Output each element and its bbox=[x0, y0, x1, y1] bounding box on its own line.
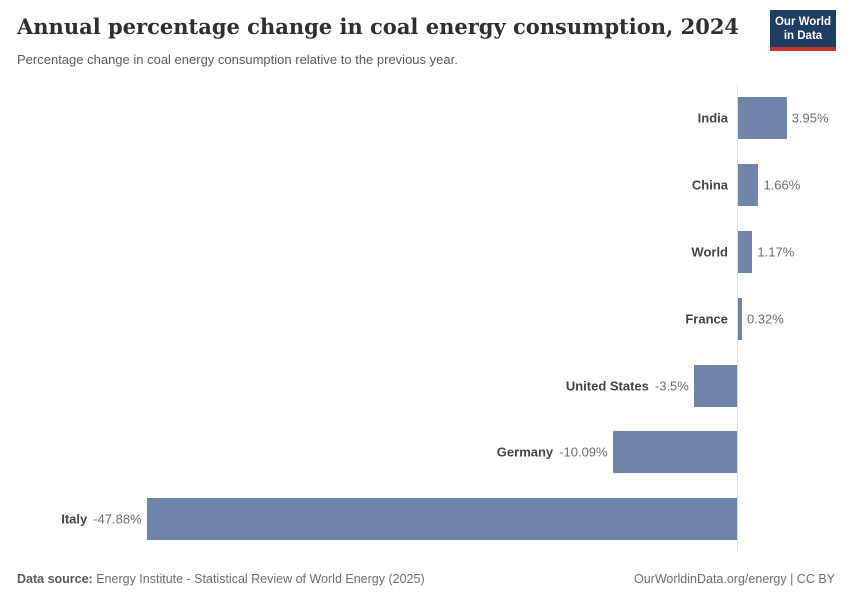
country-label-italy: Italy bbox=[61, 511, 88, 527]
country-label-world: World bbox=[691, 244, 728, 260]
bar-united-states[interactable] bbox=[693, 364, 737, 407]
label-group-italy: Italy -47.88% bbox=[61, 512, 141, 527]
data-source-text: Energy Institute - Statistical Review of… bbox=[96, 572, 425, 586]
data-source-label: Data source: bbox=[17, 572, 93, 586]
logo-line-2: in Data bbox=[783, 30, 823, 42]
bar-germany[interactable] bbox=[612, 431, 737, 474]
bar-world[interactable] bbox=[738, 231, 753, 273]
plot-area: India 3.95% China 1.66% World 1.17% France 0.32… bbox=[0, 85, 850, 553]
bar-italy[interactable] bbox=[146, 498, 737, 541]
value-label-united-states: -3.5% bbox=[654, 378, 689, 394]
country-label-france: France bbox=[685, 311, 728, 327]
value-label-world: 1.17% bbox=[757, 244, 795, 260]
chart-subtitle: Percentage change in coal energy consump… bbox=[17, 52, 458, 67]
chart-title: Annual percentage change in coal energy … bbox=[17, 14, 740, 39]
bar-china[interactable] bbox=[738, 164, 759, 207]
value-label-italy: -47.88% bbox=[93, 511, 142, 527]
country-label-germany: Germany bbox=[496, 444, 554, 460]
country-label-china: China bbox=[691, 177, 728, 193]
chart-footer: Data source: Energy Institute - Statisti… bbox=[17, 572, 835, 586]
country-label-india: India bbox=[697, 110, 728, 126]
bar-india[interactable] bbox=[738, 97, 787, 140]
logo-line-1: Our World bbox=[774, 16, 831, 28]
country-label-united-states: United States bbox=[565, 378, 649, 394]
owid-logo[interactable]: Our World in Data bbox=[770, 10, 836, 51]
value-label-france: 0.32% bbox=[746, 311, 784, 327]
value-label-india: 3.95% bbox=[791, 110, 829, 126]
label-group-germany: Germany -10.09% bbox=[497, 445, 608, 460]
bar-france[interactable] bbox=[738, 297, 742, 340]
value-label-china: 1.66% bbox=[763, 177, 801, 193]
data-source-line: Data source: Energy Institute - Statisti… bbox=[17, 572, 425, 586]
footer-link[interactable]: OurWorldinData.org/energy | CC BY bbox=[633, 572, 835, 586]
value-label-germany: -10.09% bbox=[559, 444, 608, 460]
label-group-united-states: United States -3.5% bbox=[566, 378, 689, 393]
zero-axis-line bbox=[737, 85, 738, 551]
